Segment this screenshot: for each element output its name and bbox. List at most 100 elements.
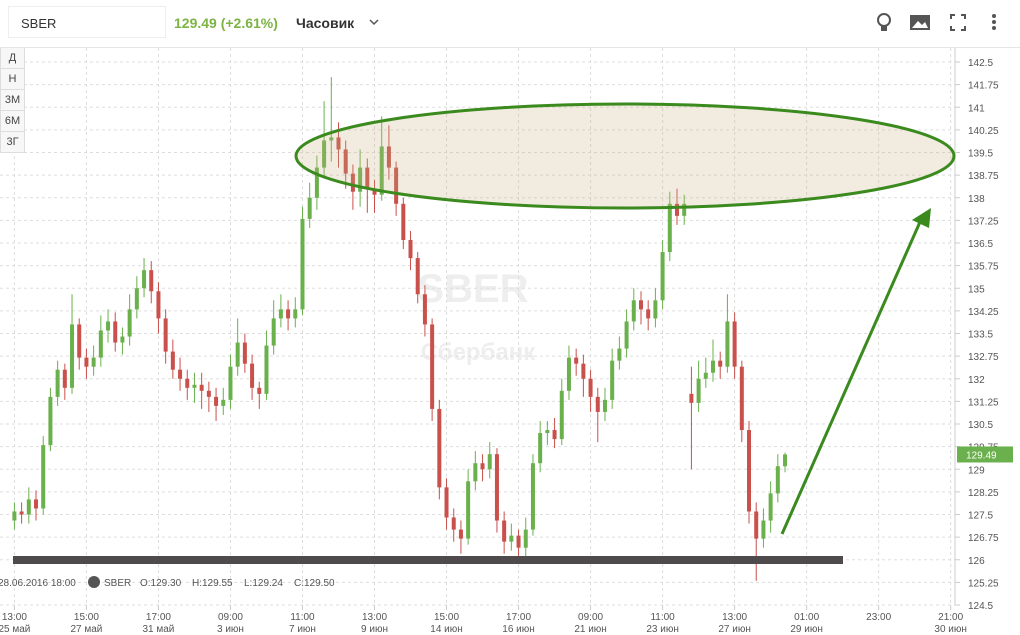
y-tick-label: 126 xyxy=(968,556,985,567)
info-datetime: 28.06.2016 18:00 xyxy=(0,578,76,589)
x-tick-date: 21 июн xyxy=(574,624,607,635)
candle-body xyxy=(55,369,60,397)
candle-body xyxy=(538,433,543,464)
annotation-arrow xyxy=(780,221,922,535)
candle-body xyxy=(725,321,730,367)
x-tick-date: 16 июн xyxy=(502,624,535,635)
y-tick-label: 136.5 xyxy=(968,239,993,250)
candle-body xyxy=(163,318,168,352)
candle-body xyxy=(199,384,204,391)
range-button[interactable]: Д xyxy=(0,48,25,69)
candle-body xyxy=(595,396,600,412)
candle-body xyxy=(350,173,355,192)
candle-body xyxy=(602,399,607,412)
candle-body xyxy=(574,357,579,364)
candle-body xyxy=(480,463,485,470)
support-line xyxy=(13,556,843,564)
range-button[interactable]: Н xyxy=(0,69,25,90)
info-line: 28.06.2016 18:00 SBER O:129.30 H:129.55 … xyxy=(0,576,335,589)
x-tick-label: 13:00 xyxy=(722,612,747,623)
y-tick-label: 128.25 xyxy=(968,488,999,499)
candle-body xyxy=(19,511,24,515)
candle-body xyxy=(631,300,636,322)
candle-body xyxy=(314,167,319,198)
series-dot xyxy=(88,576,100,588)
y-tick-label: 131.25 xyxy=(968,397,999,408)
candle-body xyxy=(343,149,348,174)
y-tick-label: 132 xyxy=(968,375,985,386)
idea-button[interactable] xyxy=(877,13,891,31)
y-tick-label: 125.25 xyxy=(968,578,999,589)
candle-body xyxy=(516,535,521,548)
y-tick-label: 138 xyxy=(968,194,985,205)
range-button[interactable]: 6М xyxy=(0,111,25,132)
candle-body xyxy=(185,378,190,388)
candle-body xyxy=(530,463,535,530)
candle-body xyxy=(394,167,399,204)
ticker-input[interactable]: SBER xyxy=(8,6,166,38)
candle-body xyxy=(26,499,31,515)
candle-body xyxy=(458,529,463,539)
y-tick-label: 130.5 xyxy=(968,420,993,431)
candle-body xyxy=(206,390,211,397)
candle-body xyxy=(278,309,283,319)
x-tick-label: 17:00 xyxy=(146,612,171,623)
x-tick-label: 09:00 xyxy=(578,612,603,623)
candle-body xyxy=(494,454,499,521)
candle-body xyxy=(610,360,615,400)
y-tick-label: 139.5 xyxy=(968,149,993,160)
candle-body xyxy=(718,360,723,367)
candle-body xyxy=(91,357,96,367)
period-dropdown[interactable]: Часовик xyxy=(296,15,380,31)
x-tick-label: 01:00 xyxy=(794,612,819,623)
candle-body xyxy=(379,146,384,195)
x-tick-date: 29 июн xyxy=(790,624,823,635)
candle-body xyxy=(12,511,17,521)
x-tick-label: 13:00 xyxy=(2,612,27,623)
candle-body xyxy=(502,520,507,542)
candle-body xyxy=(509,535,514,542)
candle-body xyxy=(430,324,435,409)
candle-body xyxy=(293,309,298,319)
menu-button[interactable] xyxy=(992,14,996,30)
candle-body xyxy=(466,481,471,539)
candle-body xyxy=(242,342,247,364)
range-button[interactable]: 3Г xyxy=(0,132,25,153)
watermark-name: Сбербанк xyxy=(421,339,537,366)
candle-body xyxy=(329,137,334,141)
candle-body xyxy=(84,357,89,367)
candle-body xyxy=(221,399,226,406)
period-label: Часовик xyxy=(296,15,355,31)
candle-body xyxy=(106,321,111,331)
candle-body xyxy=(127,309,132,337)
y-tick-label: 134.25 xyxy=(968,307,999,318)
x-tick-date: 27 июн xyxy=(718,624,751,635)
y-tick-label: 135.75 xyxy=(968,262,999,273)
candle-body xyxy=(696,378,701,403)
candle-body xyxy=(372,188,377,195)
candle-body xyxy=(559,390,564,440)
annotation-ellipse xyxy=(294,102,956,210)
image-button[interactable] xyxy=(910,15,930,30)
range-button[interactable]: 3М xyxy=(0,90,25,111)
candle-body xyxy=(545,430,550,434)
candle-body xyxy=(120,336,125,343)
candle-body xyxy=(617,348,622,361)
last-price-badge xyxy=(957,446,1013,463)
candle-body xyxy=(682,203,687,216)
fullscreen-button[interactable] xyxy=(950,14,966,31)
y-tick-label: 137.25 xyxy=(968,216,999,227)
candle-body xyxy=(674,203,679,216)
candle-body xyxy=(667,203,672,253)
x-tick-date: 9 июн xyxy=(361,624,388,635)
toolbar-icons xyxy=(877,13,996,31)
x-tick-label: 11:00 xyxy=(650,612,675,623)
y-tick-label: 132.75 xyxy=(968,352,999,363)
info-open: O:129.30 xyxy=(140,578,182,589)
candle-body xyxy=(271,318,276,346)
candle-body xyxy=(300,218,305,310)
y-tick-label: 133.5 xyxy=(968,330,993,341)
candle-body xyxy=(336,137,341,150)
candle-body xyxy=(286,309,291,319)
candle-body xyxy=(401,203,406,240)
